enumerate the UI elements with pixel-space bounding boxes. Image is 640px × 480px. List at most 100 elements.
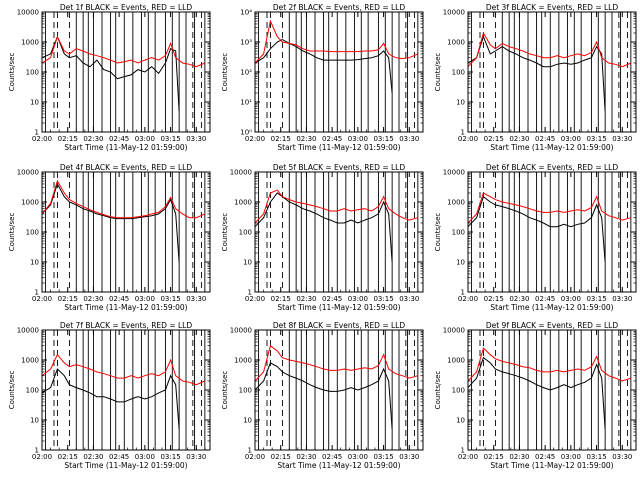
x-tick-label: 02:30: [83, 135, 103, 143]
x-tick-label: 03:00: [561, 453, 581, 461]
y-tick-label: 10: [243, 417, 252, 425]
x-tick-label: 03:15: [160, 135, 180, 143]
x-axis-label: Start Time (11-May-12 01:59:00): [490, 461, 613, 470]
y-tick-label: 10: [456, 417, 465, 425]
y-tick-label: 1000: [447, 357, 465, 365]
x-tick-label: 02:15: [58, 453, 78, 461]
y-tick-label: 10: [30, 99, 39, 107]
y-tick-label: 10000: [230, 169, 252, 177]
y-tick-label: 1000: [21, 39, 39, 47]
x-tick-label: 02:45: [322, 295, 342, 303]
x-tick-label: 02:00: [245, 295, 265, 303]
y-tick-label: 10⁰: [240, 129, 252, 137]
y-tick-label: 10000: [443, 169, 465, 177]
series-events-line: [468, 356, 606, 430]
y-tick-label: 100: [26, 69, 39, 77]
detector-panel-1: 1 10 100 1000 10000 02:00 02:15 02:30 02:45 03:00…: [8, 3, 211, 152]
x-tick-label: 02:00: [32, 453, 52, 461]
series-lld-line: [468, 31, 632, 68]
series-events-line: [255, 192, 393, 263]
chart-title: Det 7f BLACK = Events, RED = LLD: [60, 321, 193, 330]
series-events-line: [255, 39, 393, 94]
y-axis-label: Counts/sec: [221, 371, 229, 410]
detector-panel-3: 1 10 100 1000 10000 02:00 02:15 02:30 02:45 03:00…: [434, 3, 637, 152]
y-tick-label: 100: [239, 387, 252, 395]
y-tick-label: 1: [35, 447, 39, 455]
x-tick-label: 02:15: [58, 295, 78, 303]
y-tick-label: 10²: [240, 69, 252, 77]
x-tick-label: 02:00: [245, 135, 265, 143]
event-marker-lines: [257, 330, 419, 450]
x-tick-label: 02:00: [458, 135, 478, 143]
x-tick-label: 03:15: [160, 295, 180, 303]
detector-panel-8: 1 10 100 1000 10000 02:00 02:15 02:30 02:45 03:00…: [221, 321, 424, 470]
x-tick-label: 03:15: [373, 135, 393, 143]
y-tick-label: 1000: [234, 357, 252, 365]
plot-frame: [254, 171, 424, 293]
x-axis-label: Start Time (11-May-12 01:59:00): [277, 461, 400, 470]
detector-panel-7: 1 10 100 1000 10000 02:00 02:15 02:30 02:45 03:00…: [8, 321, 211, 470]
x-tick-label: 03:30: [612, 295, 632, 303]
x-tick-label: 02:30: [83, 295, 103, 303]
plot-frame: [467, 329, 637, 451]
series-lld-line: [42, 353, 206, 386]
y-tick-label: 1: [461, 447, 465, 455]
x-tick-label: 02:15: [484, 295, 504, 303]
event-marker-lines: [44, 172, 206, 292]
y-tick-label: 1: [35, 289, 39, 297]
x-tick-label: 02:45: [322, 453, 342, 461]
x-tick-label: 02:30: [509, 295, 529, 303]
y-tick-label: 10000: [443, 327, 465, 335]
detector-panel-2: 10⁰ 10¹ 10² 10³ 10⁴ 02:00 02:15 02:30 02:45 03:00…: [221, 3, 424, 152]
y-tick-label: 10000: [443, 9, 465, 17]
x-axis-label: Start Time (11-May-12 01:59:00): [490, 303, 613, 312]
chart-title: Det 4f BLACK = Events, RED = LLD: [60, 163, 193, 172]
plot-frame: [41, 11, 211, 133]
x-axis-label: Start Time (11-May-12 01:59:00): [490, 143, 613, 152]
y-axis-label: Counts/sec: [8, 213, 16, 252]
y-tick-label: 10: [456, 99, 465, 107]
x-tick-label: 02:00: [458, 453, 478, 461]
y-tick-label: 10¹: [240, 99, 252, 107]
x-tick-label: 03:30: [186, 453, 206, 461]
x-tick-label: 03:30: [186, 295, 206, 303]
x-tick-label: 03:30: [399, 453, 419, 461]
x-tick-label: 02:30: [509, 135, 529, 143]
chart-title: Det 1f BLACK = Events, RED = LLD: [60, 3, 193, 12]
series-events-line: [468, 195, 606, 263]
x-tick-label: 03:15: [373, 295, 393, 303]
event-marker-lines: [257, 172, 419, 292]
series-events-line: [42, 368, 180, 430]
x-tick-label: 02:30: [83, 453, 103, 461]
x-tick-label: 03:30: [186, 135, 206, 143]
x-tick-label: 02:45: [109, 453, 129, 461]
series-lld-line: [255, 344, 419, 382]
series-lld-line: [42, 35, 206, 68]
x-axis-label: Start Time (11-May-12 01:59:00): [277, 143, 400, 152]
detector-panel-4: 1 10 100 1000 10000 02:00 02:15 02:30 02:45 03:00…: [8, 163, 211, 312]
x-tick-label: 02:00: [245, 453, 265, 461]
x-tick-label: 02:15: [271, 295, 291, 303]
y-tick-label: 10: [243, 259, 252, 267]
x-tick-label: 03:00: [135, 135, 155, 143]
x-tick-label: 03:00: [561, 295, 581, 303]
plot-frame: [41, 171, 211, 293]
event-marker-lines: [44, 12, 206, 132]
y-tick-label: 1: [248, 289, 252, 297]
x-tick-label: 02:30: [509, 453, 529, 461]
y-tick-label: 1: [461, 129, 465, 137]
x-tick-label: 03:15: [586, 295, 606, 303]
y-axis-label: Counts/sec: [8, 53, 16, 92]
y-tick-label: 10⁴: [240, 9, 252, 17]
y-tick-label: 10000: [230, 327, 252, 335]
x-axis-label: Start Time (11-May-12 01:59:00): [64, 143, 187, 152]
series-events-line: [42, 35, 180, 112]
x-tick-label: 02:45: [109, 135, 129, 143]
chart-title: Det 6f BLACK = Events, RED = LLD: [486, 163, 619, 172]
x-tick-label: 02:45: [535, 453, 555, 461]
plot-frame: [467, 11, 637, 133]
x-tick-label: 02:15: [271, 453, 291, 461]
x-tick-label: 03:00: [348, 135, 368, 143]
y-tick-label: 1000: [447, 199, 465, 207]
series-events-line: [255, 362, 393, 430]
